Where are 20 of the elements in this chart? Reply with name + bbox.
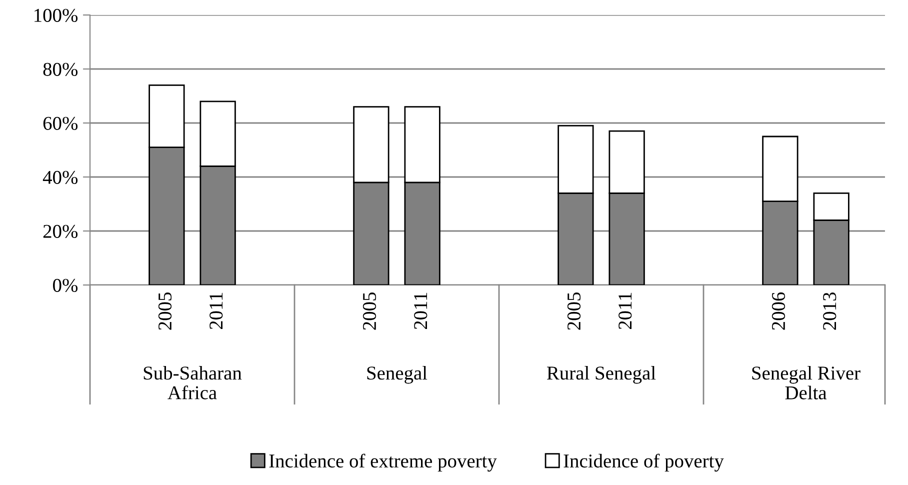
x-tick-label: 2011 xyxy=(618,292,632,330)
text: Rural Senegal xyxy=(547,366,656,384)
x-tick-label: 2005 xyxy=(362,292,376,330)
text: Sub-Saharan Africa xyxy=(144,366,242,400)
y-tick-label: 100% xyxy=(34,8,78,22)
x-tick-label: 2013 xyxy=(823,292,836,330)
legend-label: Incidence of extreme poverty xyxy=(269,454,497,472)
y-tick-label: 0% xyxy=(53,278,78,292)
x-tick-label: 2011 xyxy=(210,292,223,330)
y-tick-label: 40% xyxy=(42,170,78,184)
x-tick-label: 2006 xyxy=(772,292,786,330)
x-tick-label: 2005 xyxy=(158,292,172,330)
y-tick-label: 80% xyxy=(43,62,78,76)
x-tick-label: 2005 xyxy=(567,292,581,330)
x-tick-label: 2011 xyxy=(414,292,428,330)
text: Senegal xyxy=(367,366,428,384)
text: Senegal River Delta xyxy=(752,366,860,400)
y-tick-label: 60% xyxy=(43,116,78,130)
y-tick-label: 20% xyxy=(43,224,78,238)
legend-label: Incidence of poverty xyxy=(564,454,724,472)
